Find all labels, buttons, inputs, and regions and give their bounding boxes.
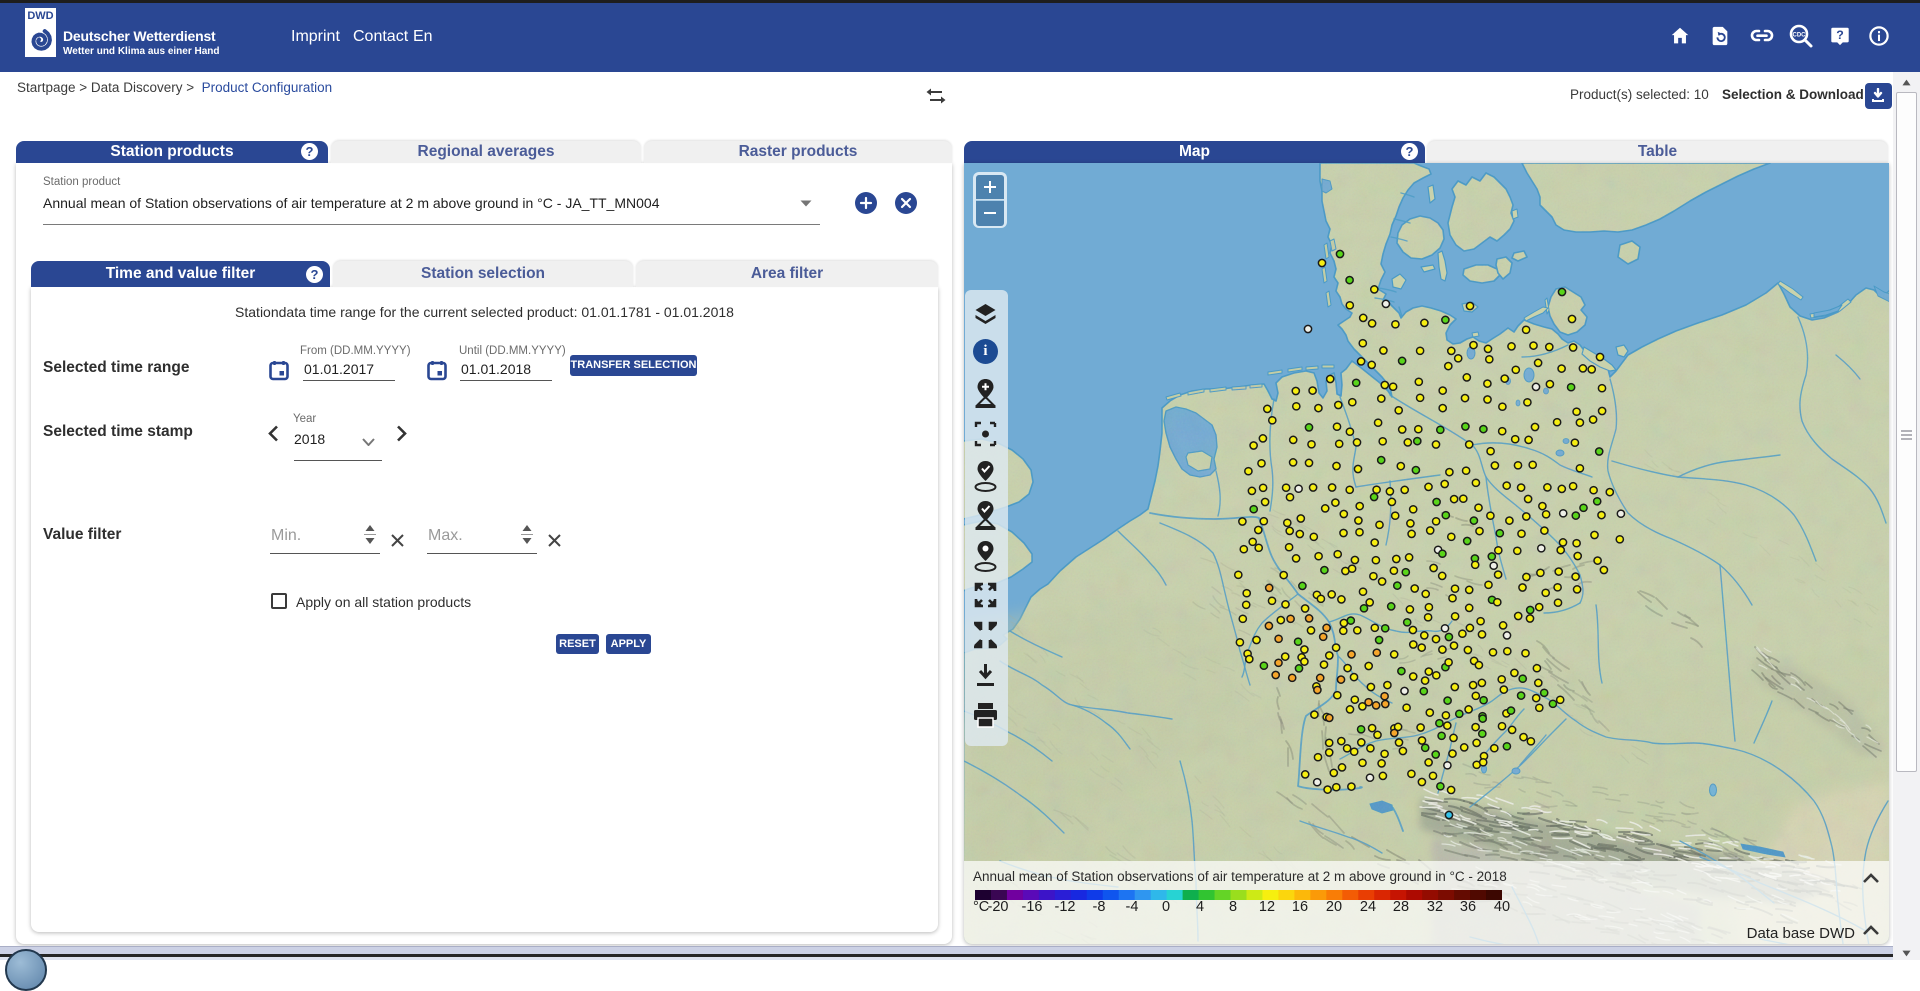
svg-text:?: ? [1836,28,1844,42]
svg-text:CDC: CDC [1793,33,1807,39]
